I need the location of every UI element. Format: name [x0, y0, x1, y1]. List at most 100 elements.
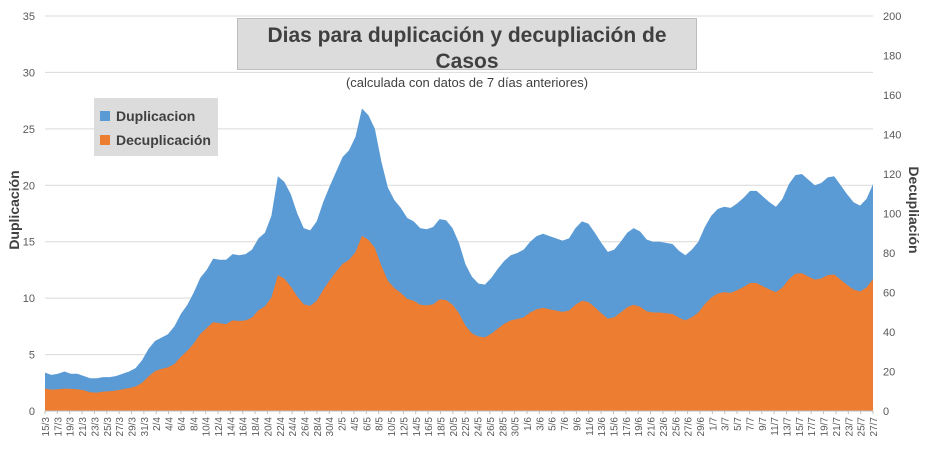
x-tick-label: 5/7 [733, 417, 744, 431]
y-tick-label-left: 35 [23, 11, 35, 23]
x-tick-label: 19/3 [66, 417, 77, 437]
x-tick-label: 12/4 [214, 417, 225, 437]
x-tick-label: 2/5 [338, 417, 349, 431]
x-tick-label: 24/4 [288, 417, 299, 437]
x-tick-label: 13/6 [597, 417, 608, 437]
y-axis-title-left: Duplicación [6, 170, 22, 250]
x-tick-labels: 15/3 17/3 19/3 21/3 23/3 25/3 27/3 29/3 31/3 2/4 4… [41, 411, 880, 436]
y-tick-label-right: 0 [883, 406, 889, 418]
y-tick-label-left: 10 [23, 293, 35, 305]
legend-item-duplicacion: Duplicacion [100, 104, 218, 128]
y-tick-label-right: 40 [883, 327, 895, 339]
y-tick-label-right: 120 [883, 169, 901, 181]
x-tick-label: 25/7 [857, 417, 868, 437]
x-tick-label: 19/6 [634, 417, 645, 437]
x-tick-label: 20/4 [263, 417, 274, 437]
x-tick-label: 10/4 [202, 417, 213, 437]
x-tick-label: 18/4 [251, 417, 262, 437]
x-tick-label: 7/7 [745, 417, 756, 431]
x-tick-label: 10/5 [387, 417, 398, 437]
legend-label-duplicacion: Duplicacion [116, 108, 196, 124]
x-tick-label: 5/6 [548, 417, 559, 431]
x-tick-label: 26/4 [301, 417, 312, 437]
x-tick-label: 17/7 [807, 417, 818, 437]
x-tick-label: 28/5 [498, 417, 509, 437]
legend-item-decuplicacion: Decuplicación [100, 128, 218, 152]
x-tick-label: 9/6 [572, 417, 583, 431]
x-tick-label: 14/5 [412, 417, 423, 437]
legend-label-decuplicacion: Decuplicación [116, 132, 211, 148]
y-tick-label-right: 20 [883, 367, 895, 379]
y-tick-label-right: 160 [883, 90, 901, 102]
x-tick-label: 7/6 [560, 417, 571, 431]
x-tick-label: 16/5 [424, 417, 435, 437]
y-tick-label-left: 25 [23, 124, 35, 136]
y-tick-label-left: 30 [23, 67, 35, 79]
x-tick-label: 30/5 [511, 417, 522, 437]
x-tick-label: 9/7 [758, 417, 769, 431]
x-tick-label: 4/4 [165, 417, 176, 431]
x-tick-label: 16/4 [239, 417, 250, 437]
x-tick-label: 2/4 [152, 417, 163, 431]
x-tick-label: 22/5 [461, 417, 472, 437]
x-tick-label: 24/5 [474, 417, 485, 437]
area-decuplicacion [45, 235, 873, 411]
x-tick-label: 31/3 [140, 417, 151, 437]
x-tick-label: 28/4 [313, 417, 324, 437]
y-tick-label-left: 5 [29, 350, 35, 362]
x-tick-label: 6/4 [177, 417, 188, 431]
legend-swatch-decuplicacion [100, 135, 110, 145]
y-tick-label-left: 0 [29, 406, 35, 418]
x-tick-label: 15/3 [41, 417, 52, 437]
x-tick-label: 8/5 [375, 417, 386, 431]
x-tick-label: 23/7 [844, 417, 855, 437]
x-tick-label: 8/4 [189, 417, 200, 431]
x-tick-label: 27/7 [869, 417, 880, 437]
x-tick-label: 13/7 [782, 417, 793, 437]
x-tick-label: 26/5 [486, 417, 497, 437]
legend: Duplicacion Decuplicación [94, 98, 218, 156]
x-tick-label: 29/3 [128, 417, 139, 437]
x-tick-label: 14/4 [226, 417, 237, 437]
y-tick-label-right: 200 [883, 11, 901, 23]
legend-swatch-duplicacion [100, 111, 110, 121]
x-tick-label: 19/7 [820, 417, 831, 437]
chart-title: Dias para duplicación y decupliación de … [267, 24, 667, 73]
y-tick-label-right: 80 [883, 248, 895, 260]
y-tick-label-left: 15 [23, 237, 35, 249]
x-tick-label: 21/6 [647, 417, 658, 437]
y-tick-label-right: 100 [883, 209, 901, 221]
y-tick-label-left: 20 [23, 180, 35, 192]
x-tick-label: 11/6 [585, 417, 596, 436]
title-box: Dias para duplicación y decupliación de … [237, 18, 697, 90]
x-tick-label: 11/7 [770, 417, 781, 436]
y-tick-labels-right: 0 20 40 60 80 100 120 140 160 180 200 [883, 11, 901, 418]
x-tick-label: 21/3 [78, 417, 89, 437]
y-tick-label-right: 60 [883, 288, 895, 300]
x-tick-label: 20/5 [449, 417, 460, 437]
x-tick-label: 3/7 [721, 417, 732, 431]
x-tick-label: 22/4 [276, 417, 287, 437]
x-tick-label: 4/5 [350, 417, 361, 431]
x-tick-label: 17/3 [53, 417, 64, 437]
x-tick-label: 25/6 [671, 417, 682, 437]
y-tick-label-right: 180 [883, 51, 901, 63]
x-tick-label: 30/4 [325, 417, 336, 437]
x-tick-label: 1/6 [523, 417, 534, 431]
x-tick-label: 21/7 [832, 417, 843, 437]
y-tick-labels-left: 0 5 10 15 20 25 30 35 [23, 11, 35, 418]
x-tick-label: 15/6 [609, 417, 620, 437]
x-tick-label: 29/6 [696, 417, 707, 437]
x-tick-label: 23/3 [90, 417, 101, 437]
x-tick-label: 27/6 [684, 417, 695, 437]
x-tick-label: 12/5 [399, 417, 410, 437]
x-tick-label: 25/3 [103, 417, 114, 437]
x-tick-label: 23/6 [659, 417, 670, 437]
y-axis-title-right: Decupliación [906, 166, 922, 254]
y-tick-label-right: 140 [883, 130, 901, 142]
series-areas [45, 108, 873, 411]
x-tick-label: 27/3 [115, 417, 126, 437]
x-tick-label: 18/5 [436, 417, 447, 437]
x-tick-label: 15/7 [795, 417, 806, 437]
